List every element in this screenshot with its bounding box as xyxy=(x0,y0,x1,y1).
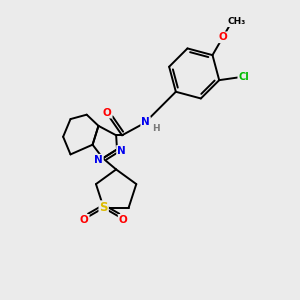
Text: N: N xyxy=(141,117,150,127)
Text: O: O xyxy=(118,215,127,225)
Text: Cl: Cl xyxy=(238,72,249,82)
Text: H: H xyxy=(152,124,160,133)
Text: O: O xyxy=(218,32,227,42)
Text: S: S xyxy=(99,201,108,214)
Text: N: N xyxy=(94,155,103,165)
Text: N: N xyxy=(117,146,126,156)
Text: O: O xyxy=(103,108,112,118)
Text: CH₃: CH₃ xyxy=(227,17,245,26)
Text: O: O xyxy=(80,215,89,225)
